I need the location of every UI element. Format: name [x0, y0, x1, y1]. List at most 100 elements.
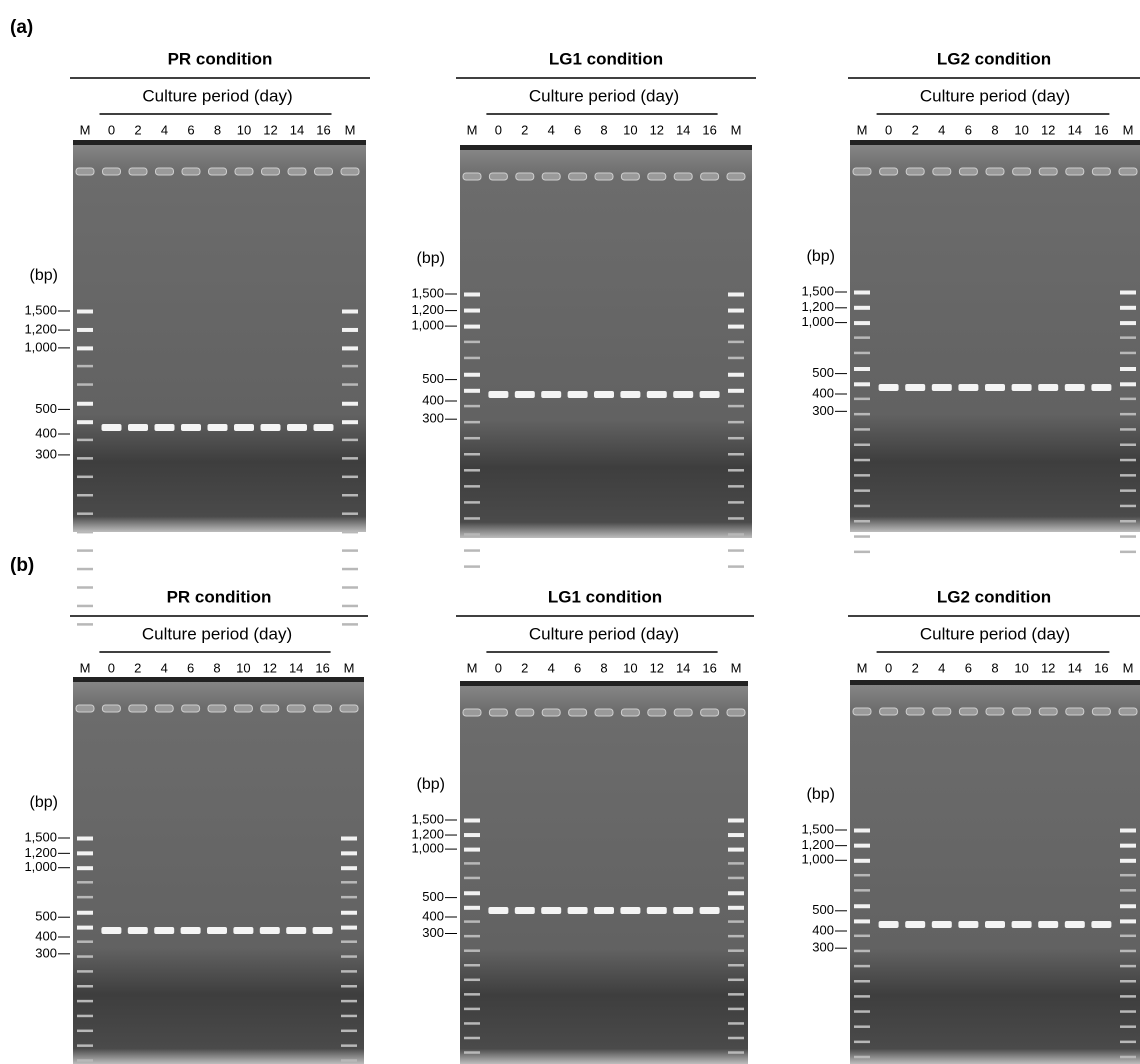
gel — [73, 677, 364, 1064]
unit-label: (bp) — [417, 250, 445, 267]
ladder-band — [464, 292, 480, 297]
ladder-band — [728, 372, 744, 377]
sample-band — [180, 927, 201, 934]
gel-edge — [460, 145, 752, 150]
lane-label: M — [731, 122, 742, 137]
ladder-band — [77, 401, 93, 406]
period-label: Culture period (day) — [142, 86, 292, 105]
lane-label: 8 — [600, 660, 607, 675]
ladder-band — [1120, 980, 1136, 983]
ladder-band — [854, 443, 870, 446]
well — [154, 704, 174, 713]
lane-label: 12 — [1041, 122, 1055, 137]
ladder-band — [854, 382, 870, 387]
well — [181, 167, 201, 176]
gel-title: PR condition — [168, 49, 273, 68]
well — [985, 167, 1005, 176]
sample-band — [1064, 921, 1085, 928]
ladder-band — [728, 308, 744, 313]
sample-band — [1011, 921, 1032, 928]
well — [339, 704, 359, 713]
lane-label: 8 — [991, 660, 998, 675]
marker-label: 1,200 — [801, 299, 834, 314]
well — [905, 167, 925, 176]
ladder-band — [1120, 367, 1136, 371]
ladder-band — [464, 818, 480, 823]
ladder-band — [728, 964, 744, 967]
well — [261, 167, 280, 176]
well — [462, 708, 482, 717]
well — [340, 167, 360, 176]
ladder-band — [1120, 290, 1136, 295]
ladder-band — [1120, 904, 1136, 909]
unit-label: (bp) — [807, 248, 835, 265]
ladder-band — [77, 586, 93, 589]
lane-label: M — [731, 660, 742, 675]
ladder-band — [77, 985, 93, 988]
gel-title: PR condition — [167, 587, 272, 606]
ladder-band — [464, 388, 480, 393]
period-label: Culture period (day) — [142, 624, 292, 643]
sample-band — [985, 921, 1005, 928]
well — [1065, 167, 1085, 176]
ladder-band — [854, 1055, 870, 1059]
marker-label: 1,500 — [24, 302, 57, 317]
ladder-band — [728, 1051, 744, 1054]
lane-label: M — [80, 122, 91, 137]
ladder-band — [1120, 964, 1136, 968]
ladder-band — [464, 833, 480, 838]
marker-label: 400 — [812, 922, 834, 937]
ladder-band — [728, 453, 744, 456]
ladder-band — [854, 504, 870, 508]
ladder-band — [1120, 873, 1136, 877]
ladder-band — [728, 862, 744, 865]
ladder-band — [342, 457, 358, 460]
ladder-band — [464, 862, 480, 865]
ladder-band — [77, 623, 93, 626]
gel-edge — [73, 140, 366, 145]
sample-band — [541, 391, 562, 398]
sample-band — [673, 391, 694, 398]
ladder-band — [342, 420, 358, 425]
marker-label: 300 — [35, 446, 57, 461]
well — [488, 708, 508, 717]
ladder-band — [1120, 1040, 1136, 1044]
well — [568, 172, 588, 181]
sample-band — [646, 391, 667, 398]
well — [541, 708, 561, 717]
sample-band — [646, 907, 667, 914]
well — [313, 704, 333, 713]
marker-label: 1,500 — [801, 283, 834, 298]
gel — [850, 680, 1140, 1064]
ladder-band — [1120, 889, 1136, 892]
ladder-band — [77, 494, 93, 497]
ladder-band — [1120, 1010, 1136, 1013]
ladder-band — [341, 910, 357, 915]
ladder-band — [77, 364, 93, 368]
ladder-band — [1120, 321, 1136, 326]
ladder-band — [464, 1007, 480, 1011]
ladder-band — [728, 905, 744, 910]
sample-band — [181, 424, 201, 431]
sample-band — [958, 384, 979, 391]
unit-label: (bp) — [30, 267, 58, 284]
ladder-band — [1120, 949, 1136, 953]
ladder-band — [728, 517, 744, 520]
ladder-band — [464, 340, 480, 344]
ladder-band — [341, 985, 357, 988]
lane-label: 4 — [548, 122, 555, 137]
lane-label: 14 — [289, 660, 303, 675]
sample-band — [154, 927, 175, 934]
ladder-band — [728, 485, 744, 488]
sample-band — [699, 391, 720, 398]
ladder-band — [854, 520, 870, 523]
marker-label: 1,200 — [801, 837, 834, 852]
marker-label: 400 — [35, 928, 57, 943]
ladder-band — [854, 489, 870, 492]
gel-title: LG1 condition — [548, 587, 662, 606]
lane-label: 10 — [1014, 660, 1028, 675]
ladder-band — [1120, 843, 1136, 848]
ladder-band — [854, 321, 870, 326]
unit-label: (bp) — [417, 776, 445, 793]
sample-band — [260, 424, 281, 431]
